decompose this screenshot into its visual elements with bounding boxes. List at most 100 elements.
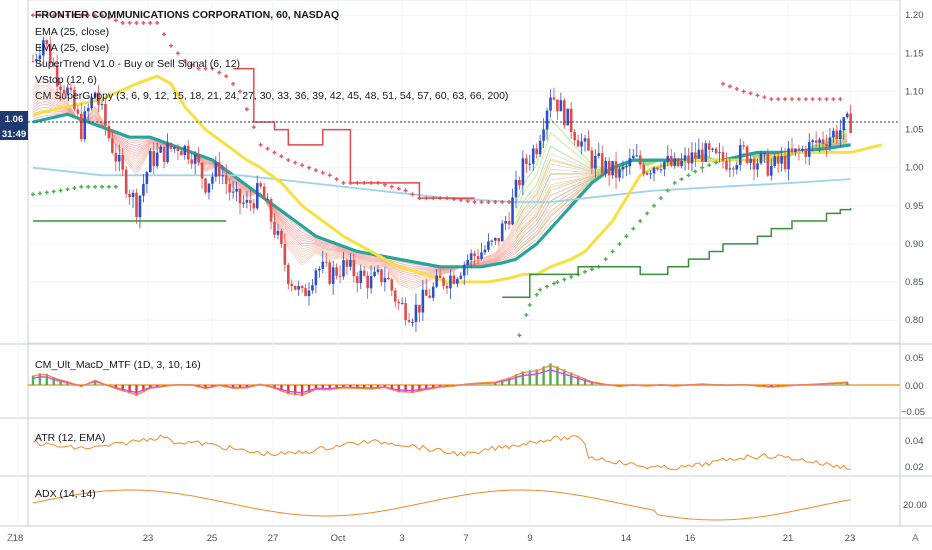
supertrend-sell-marker [313, 168, 318, 173]
supertrend-buy-marker [545, 284, 550, 289]
candle-body [542, 129, 545, 141]
candle-body [387, 277, 390, 280]
candle-body [335, 267, 338, 276]
supertrend-buy-marker [624, 234, 629, 239]
guppy-line [32, 109, 848, 270]
candle-body [97, 92, 100, 105]
candle-body [783, 155, 787, 170]
supertrend-sell-marker [493, 199, 498, 204]
candle-body [849, 113, 852, 134]
candle-body [725, 160, 728, 170]
supertrend-buy-marker [686, 173, 691, 178]
zoom-toggle[interactable]: Z [7, 533, 13, 544]
supertrend-sell-marker [210, 66, 215, 71]
macd-histogram-bar [425, 385, 428, 391]
supertrend-sell-marker [258, 142, 263, 147]
candle-body [190, 159, 193, 164]
supertrend-sell-marker [182, 58, 187, 63]
candle-body [832, 130, 835, 138]
candle-body [318, 268, 321, 271]
macd-histogram-bar [294, 385, 297, 396]
supertrend-buy-marker [72, 186, 77, 191]
candle-body [749, 158, 752, 163]
legend-vstop[interactable]: VStop (12, 6) [35, 74, 97, 86]
atr-title[interactable]: ATR (12, EMA) [35, 432, 105, 444]
macd-histogram-bar [432, 385, 435, 389]
macd-histogram-bar [363, 385, 366, 389]
legend-supertrend[interactable]: SuperTrend V1.0 - Buy or Sell Signal (6,… [35, 58, 240, 70]
candle-body [425, 289, 428, 296]
macd-histogram-bar [501, 379, 504, 385]
candle-body [801, 148, 804, 151]
legend-superguppy[interactable]: CM SuperGuppy (3, 6, 9, 12, 15, 18, 21, … [35, 90, 508, 102]
supertrend-buy-marker [31, 192, 35, 197]
candle-body [504, 221, 507, 224]
candle-body [342, 260, 345, 277]
macd-tick-low: −0.05 [901, 407, 925, 418]
supertrend-sell-marker [410, 192, 415, 197]
supertrend-sell-marker [762, 95, 767, 100]
candle-body [666, 156, 670, 162]
candle-body [255, 183, 259, 209]
macd-histogram-bar [411, 385, 414, 393]
macd-title[interactable]: CM_Ult_MacD_MTF (1D, 3, 10, 16) [35, 359, 201, 371]
candle-body [390, 279, 394, 291]
candle-body [476, 256, 480, 260]
candle-body [145, 172, 149, 184]
candle-body [48, 44, 52, 64]
supertrend-buy-marker [569, 274, 574, 279]
candle-body [142, 183, 145, 196]
candle-body [62, 89, 66, 94]
vstop-line [33, 67, 852, 299]
guppy-line [32, 78, 848, 291]
candle-body [763, 153, 766, 155]
date-tick-label: 3 [399, 533, 404, 544]
candle-body [159, 146, 162, 153]
candle-body [745, 146, 749, 163]
adx-tick: 20.00 [903, 500, 927, 511]
supertrend-sell-marker [796, 97, 801, 102]
auto-scale-toggle[interactable]: A [912, 533, 919, 544]
supertrend-sell-marker [396, 186, 401, 191]
candle-body [794, 148, 797, 153]
candle-body [400, 303, 404, 305]
macd-histogram-bar [31, 375, 35, 385]
supertrend-sell-marker [196, 66, 201, 71]
candle-body [135, 192, 138, 218]
supertrend-sell-marker [824, 97, 829, 102]
candle-body [845, 113, 849, 118]
supertrend-sell-marker [790, 97, 794, 102]
candle-body [186, 145, 190, 160]
candle-body [228, 183, 231, 193]
candle-body [121, 155, 124, 170]
guppy-line [32, 106, 848, 271]
price-tick-label: 0.80 [905, 315, 924, 326]
supertrend-sell-marker [231, 81, 236, 86]
macd-histogram-bar [52, 377, 55, 385]
candle-body [738, 145, 742, 165]
legend-ema-1[interactable]: EMA (25, close) [35, 26, 109, 38]
supertrend-buy-marker [527, 302, 532, 307]
date-tick-label: 27 [268, 533, 279, 544]
date-tick-label: 16 [685, 533, 696, 544]
supertrend-sell-marker [817, 97, 822, 102]
candle-body [638, 155, 642, 165]
candle-body [200, 162, 204, 179]
legend-ema-2[interactable]: EMA (25, close) [35, 42, 109, 54]
candle-body [73, 89, 76, 110]
adx-title[interactable]: ADX (14, 14) [35, 488, 96, 500]
candle-body [176, 146, 180, 151]
supertrend-buy-marker [679, 177, 684, 182]
candle-body [287, 264, 290, 284]
vstop-segment [233, 67, 475, 199]
candle-body [818, 139, 821, 143]
candle-body [414, 304, 418, 322]
date-tick-label: 25 [207, 533, 218, 544]
supertrend-buy-marker [638, 219, 643, 224]
macd-histogram-bar [135, 385, 138, 396]
macd-line [32, 364, 848, 396]
candle-body [459, 275, 463, 279]
candle-body [680, 160, 683, 167]
candle-body [569, 108, 573, 133]
